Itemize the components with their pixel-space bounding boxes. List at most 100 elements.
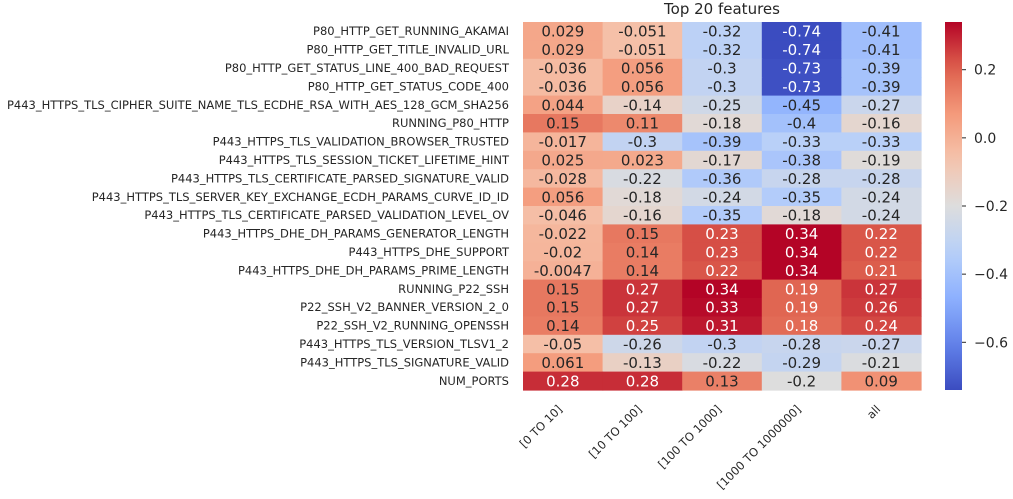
- cell-value-label: -0.14: [623, 96, 662, 114]
- heatmap-cell: [682, 58, 763, 78]
- heatmap-cell: [602, 169, 683, 189]
- heatmap-cell: [841, 132, 922, 152]
- cell-value-label: -0.24: [862, 188, 901, 206]
- heatmap-cell: [523, 298, 604, 317]
- column-label: all: [864, 402, 883, 421]
- heatmap-cell: [841, 150, 922, 170]
- heatmap-cell: [523, 187, 604, 207]
- heatmap-cell: [841, 371, 922, 391]
- cell-value-label: 0.34: [785, 225, 818, 243]
- cell-value-label: -0.13: [623, 354, 662, 372]
- cell-value-label: 0.34: [705, 280, 738, 298]
- heatmap-cell: [761, 132, 842, 152]
- heatmap-cell: [682, 261, 763, 281]
- heatmap-cell: [523, 132, 604, 152]
- heatmap-cell: [602, 279, 683, 299]
- heatmap-cell: [682, 95, 763, 115]
- heatmap-cell: [761, 114, 842, 133]
- heatmap-cell: [761, 371, 842, 391]
- heatmap-cell: [841, 58, 922, 78]
- cell-value-label: -0.22: [703, 354, 742, 372]
- cell-value-label: -0.18: [782, 207, 821, 225]
- heatmap-cell: [682, 353, 763, 373]
- heatmap-cell: [523, 169, 604, 189]
- heatmap-cell: [841, 279, 922, 299]
- heatmap-cell: [761, 77, 842, 97]
- heatmap-cell: [841, 95, 922, 115]
- cell-value-label: -0.02: [543, 244, 582, 262]
- heatmap-cell: [682, 298, 763, 317]
- heatmap-cell: [602, 206, 683, 225]
- heatmap-cell: [602, 316, 683, 336]
- row-label: P443_HTTPS_TLS_CIPHER_SUITE_NAME_TLS_ECD…: [7, 98, 509, 112]
- cell-value-label: 0.15: [626, 225, 659, 243]
- cell-value-label: -0.3: [707, 60, 736, 78]
- heatmap-cell: [523, 206, 604, 225]
- heatmap-cell: [841, 169, 922, 189]
- cell-value-label: 0.34: [785, 244, 818, 262]
- cell-value-label: -0.35: [703, 207, 742, 225]
- heatmap-cell: [761, 58, 842, 78]
- cell-value-label: 0.15: [546, 299, 579, 317]
- row-label: P443_HTTPS_TLS_SERVER_KEY_EXCHANGE_ECDH_…: [92, 190, 509, 204]
- heatmap-cell: [523, 224, 604, 244]
- column-label: [1000 TO 1000000]: [714, 402, 804, 492]
- heatmap-cell: [761, 334, 842, 354]
- row-label: P22_SSH_V2_RUNNING_OPENSSH: [316, 319, 509, 333]
- cell-value-label: 0.22: [864, 225, 897, 243]
- cell-value-label: -0.017: [539, 133, 587, 151]
- colorbar-tick-label: −0.2: [974, 199, 1008, 215]
- heatmap-cell: [682, 40, 763, 60]
- row-label: RUNNING_P80_HTTP: [392, 116, 509, 130]
- heatmap-cell: [682, 114, 763, 133]
- cell-value-label: 0.33: [705, 299, 738, 317]
- cell-value-label: 0.23: [705, 225, 738, 243]
- cell-value-label: -0.18: [623, 188, 662, 206]
- cell-value-label: 0.19: [785, 280, 818, 298]
- heatmap-cell: [682, 77, 763, 97]
- heatmap-cell: [682, 206, 763, 225]
- cell-value-label: -0.33: [782, 133, 821, 151]
- cell-value-label: 0.13: [705, 372, 738, 390]
- row-label: P80_HTTP_GET_STATUS_LINE_400_BAD_REQUEST: [225, 61, 510, 75]
- heatmap-cell: [523, 334, 604, 354]
- heatmap-cell: [523, 95, 604, 115]
- heatmap-cell: [602, 242, 683, 262]
- heatmap-cells: 0.029 -0.051 -0.32 -0.74 -0.41 0.029 -0.051 -0.…: [523, 22, 922, 391]
- heatmap-cell: [602, 224, 683, 244]
- cell-value-label: 0.09: [864, 372, 897, 390]
- heatmap-cell: [682, 169, 763, 189]
- heatmap-cell: [841, 316, 922, 336]
- cell-value-label: -0.046: [539, 207, 587, 225]
- colorbar-tick-label: 0.0: [974, 131, 996, 147]
- cell-value-label: -0.41: [862, 41, 901, 59]
- cell-value-label: -0.24: [862, 207, 901, 225]
- heatmap-cell: [841, 224, 922, 244]
- cell-value-label: 0.15: [546, 115, 579, 133]
- row-label: P443_HTTPS_TLS_SIGNATURE_VALID: [300, 355, 509, 369]
- cell-value-label: 0.14: [626, 244, 659, 262]
- cell-value-label: 0.056: [621, 78, 664, 96]
- heatmap-cell: [761, 316, 842, 336]
- row-label: P443_HTTPS_TLS_VERSION_TLSV1_2: [299, 337, 509, 351]
- cell-value-label: 0.023: [621, 152, 664, 170]
- cell-value-label: -0.2: [787, 372, 816, 390]
- heatmap-cell: [523, 150, 604, 170]
- heatmap-cell: [602, 22, 683, 41]
- heatmap-cell: [682, 242, 763, 262]
- cell-value-label: 0.056: [541, 188, 584, 206]
- cell-value-label: -0.4: [787, 115, 816, 133]
- cell-value-label: -0.74: [782, 23, 821, 41]
- heatmap-cell: [602, 298, 683, 317]
- cell-value-label: -0.022: [539, 225, 587, 243]
- cell-value-label: -0.16: [623, 207, 662, 225]
- cell-value-label: 0.31: [705, 317, 738, 335]
- cell-value-label: 0.27: [626, 280, 659, 298]
- row-label: P80_HTTP_GET_TITLE_INVALID_URL: [306, 43, 509, 57]
- heatmap-cell: [602, 261, 683, 281]
- heatmap-cell: [682, 334, 763, 354]
- row-label: P22_SSH_V2_BANNER_VERSION_2_0: [300, 300, 509, 314]
- row-labels: P80_HTTP_GET_RUNNING_AKAMAI P80_HTTP_GET_…: [7, 24, 510, 388]
- heatmap-cell: [682, 224, 763, 244]
- cell-value-label: 0.14: [626, 262, 659, 280]
